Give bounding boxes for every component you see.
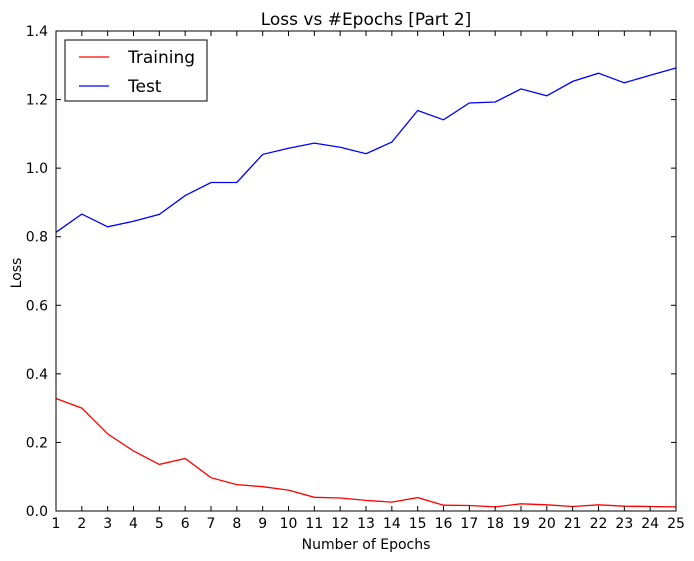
y-tick-label: 1.2	[26, 93, 48, 109]
series-line-test	[55, 67, 677, 233]
x-tick-label: 24	[641, 516, 659, 532]
legend-label-test: Test	[127, 77, 162, 97]
x-tick-label: 16	[435, 516, 453, 532]
y-tick-label: 1.4	[26, 24, 48, 40]
x-tick-label: 14	[383, 516, 401, 532]
y-tick-label: 0.4	[26, 367, 48, 383]
x-tick-label: 8	[232, 516, 241, 532]
x-tick-label: 20	[538, 516, 556, 532]
x-tick-label: 19	[512, 516, 530, 532]
x-tick-label: 4	[129, 516, 138, 532]
legend-box	[64, 39, 208, 102]
x-tick-label: 22	[590, 516, 608, 532]
y-tick-label: 0.0	[26, 504, 48, 520]
x-tick-label: 5	[155, 516, 164, 532]
axis-ticks: 1 2 3 4 5 6 7 8 9 10 11 12 13 14 15 16 17 18 19 20 21 22 23 24 2…	[26, 24, 685, 532]
x-tick-label: 18	[486, 516, 504, 532]
x-tick-label: 10	[280, 516, 298, 532]
legend-label-training: Training	[127, 48, 195, 68]
plot-area	[55, 30, 677, 512]
x-tick-label: 21	[564, 516, 582, 532]
y-axis-label: Loss	[9, 258, 25, 289]
series-line-training	[55, 397, 677, 508]
x-tick-label: 13	[357, 516, 375, 532]
x-tick-label: 3	[103, 516, 112, 532]
y-tick-label: 1.0	[26, 161, 48, 177]
y-tick-label: 0.8	[26, 230, 48, 246]
x-tick-label: 6	[181, 516, 190, 532]
legend: Training Test	[64, 39, 208, 102]
plot-frame	[55, 30, 677, 512]
x-tick-label: 17	[460, 516, 478, 532]
y-tick-label: 0.2	[26, 435, 48, 451]
x-tick-label: 2	[77, 516, 86, 532]
x-tick-label: 11	[305, 516, 323, 532]
x-tick-label: 25	[667, 516, 685, 532]
x-tick-label: 15	[409, 516, 427, 532]
x-tick-label: 9	[258, 516, 267, 532]
x-tick-label: 23	[615, 516, 633, 532]
x-tick-label: 7	[207, 516, 216, 532]
chart-title: Loss vs #Epochs [Part 2]	[261, 10, 472, 30]
x-tick-label: 1	[52, 516, 61, 532]
y-tick-label: 0.6	[26, 298, 48, 314]
x-tick-label: 12	[331, 516, 349, 532]
x-axis-label: Number of Epochs	[302, 537, 431, 553]
